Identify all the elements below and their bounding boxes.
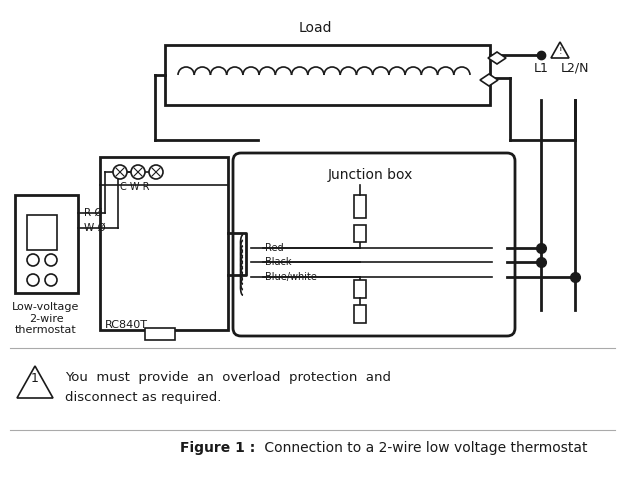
Bar — [354, 225, 366, 242]
Text: RC840T: RC840T — [105, 320, 148, 330]
Polygon shape — [17, 366, 53, 398]
Text: Black: Black — [265, 257, 291, 267]
Text: Connection to a 2-wire low voltage thermostat: Connection to a 2-wire low voltage therm… — [260, 441, 588, 455]
Text: W Ø: W Ø — [84, 223, 106, 233]
Bar — [165, 45, 490, 105]
FancyBboxPatch shape — [233, 153, 515, 336]
Bar — [354, 280, 366, 298]
Bar — [354, 195, 366, 218]
Text: Red: Red — [265, 243, 284, 253]
Text: Figure 1 :: Figure 1 : — [180, 441, 255, 455]
Text: C W R: C W R — [120, 182, 149, 192]
Text: Load: Load — [298, 21, 332, 35]
Text: 1: 1 — [31, 373, 39, 386]
Polygon shape — [551, 42, 569, 58]
Text: L1: L1 — [534, 61, 549, 75]
Text: !: ! — [558, 46, 562, 56]
Text: disconnect as required.: disconnect as required. — [65, 392, 221, 405]
Circle shape — [45, 254, 57, 266]
Text: L2/N: L2/N — [561, 61, 589, 75]
Text: Junction box: Junction box — [328, 168, 412, 182]
Circle shape — [27, 254, 39, 266]
Circle shape — [45, 274, 57, 286]
Text: You  must  provide  an  overload  protection  and: You must provide an overload protection … — [65, 372, 391, 385]
Text: Blue/white: Blue/white — [265, 272, 317, 282]
Bar — [27, 215, 57, 250]
Polygon shape — [480, 74, 498, 86]
Circle shape — [27, 274, 39, 286]
Circle shape — [131, 165, 145, 179]
Bar — [145, 328, 175, 340]
Bar — [354, 305, 366, 323]
Bar — [15, 195, 78, 293]
Text: R Ø: R Ø — [84, 208, 102, 218]
Bar — [100, 157, 228, 330]
Text: Low-voltage
2-wire
thermostat: Low-voltage 2-wire thermostat — [12, 302, 80, 335]
Polygon shape — [488, 52, 506, 64]
Circle shape — [113, 165, 127, 179]
Circle shape — [149, 165, 163, 179]
